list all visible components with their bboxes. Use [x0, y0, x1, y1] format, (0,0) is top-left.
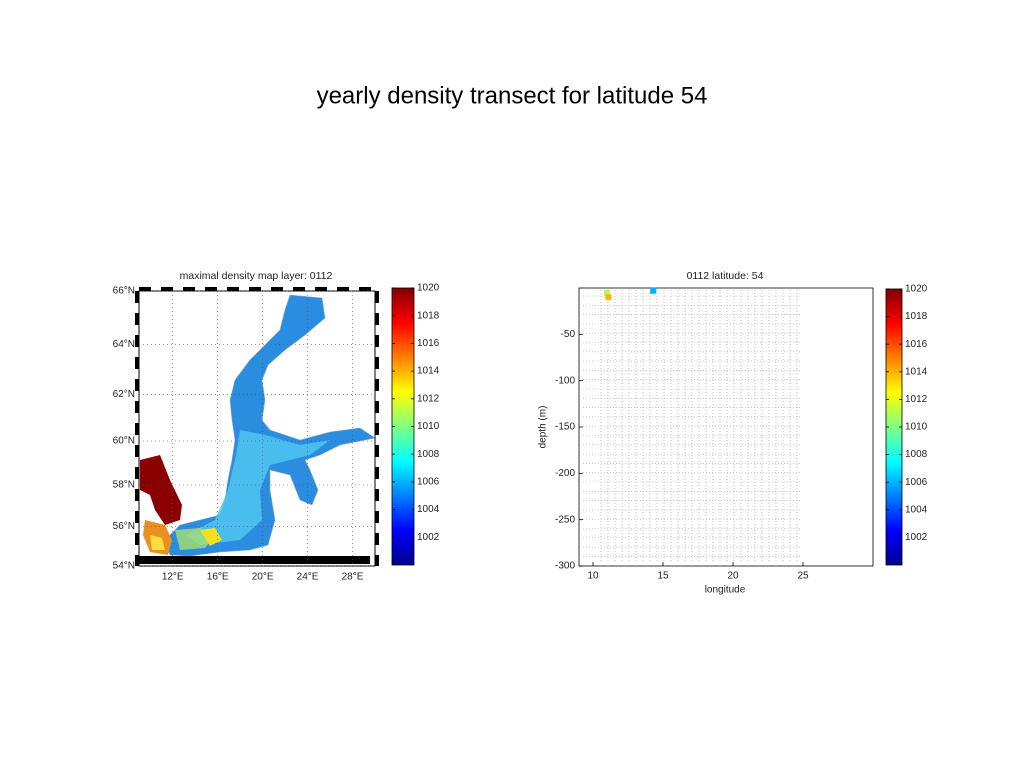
colorbar-tick-label: 1006	[417, 477, 440, 488]
colorbar-tick-label: 1014	[905, 366, 928, 377]
colorbar-tick-label: 1012	[417, 393, 440, 404]
transect-grid	[583, 290, 800, 562]
colorbar-tick-label: 1016	[905, 339, 928, 350]
plot-frame	[578, 287, 874, 567]
colorbar-tick-label: 1018	[417, 310, 440, 321]
y-axis-label: depth (m)	[538, 406, 549, 449]
y-tick-label: -150	[555, 422, 575, 433]
map-title: maximal density map layer: 0112	[180, 270, 333, 282]
colorbar-tick-label: 1018	[905, 311, 928, 322]
y-tick-label: -300	[555, 561, 575, 572]
y-tick-label: -100	[555, 375, 575, 386]
colorbar-tick-label: 1016	[417, 338, 440, 349]
lat-tick-label: 54°N	[113, 561, 135, 572]
x-tick-label: 20	[727, 571, 739, 582]
lon-tick-label: 20°E	[252, 572, 274, 583]
colorbar-tick-label: 1010	[417, 421, 440, 432]
x-tick-label: 10	[587, 571, 599, 582]
colorbar-tick-label: 1008	[417, 449, 440, 460]
y-tick-label: -250	[555, 514, 575, 525]
lon-tick-label: 24°E	[297, 572, 319, 583]
map-colorbar	[391, 287, 415, 566]
colorbar-tick-label: 1010	[905, 422, 928, 433]
y-tick-label: -50	[561, 329, 576, 340]
colorbar-tick-label: 1020	[417, 283, 440, 294]
x-axis-label: longitude	[705, 585, 746, 596]
lon-tick-label: 28°E	[342, 572, 364, 583]
colorbar-tick-label: 1014	[417, 366, 440, 377]
colorbar-tick-label: 1006	[905, 477, 928, 488]
x-tick-label: 25	[797, 571, 809, 582]
chart-title: 0112 latitude: 54	[687, 270, 764, 282]
lat-tick-label: 64°N	[113, 339, 135, 350]
page-title: yearly density transect for latitude 54	[317, 82, 708, 109]
colorbar-tick-label: 1008	[905, 449, 928, 460]
colorbar-tick-label: 1004	[905, 504, 928, 515]
lat-tick-label: 58°N	[113, 480, 135, 491]
lat-tick-label: 56°N	[113, 521, 135, 532]
density-cell	[650, 287, 657, 294]
lon-tick-label: 12°E	[162, 572, 184, 583]
y-tick-label: -200	[555, 468, 575, 479]
colorbar-tick-label: 1020	[905, 284, 928, 295]
colorbar-tick-label: 1002	[417, 532, 440, 543]
lat-tick-label: 62°N	[113, 389, 135, 400]
x-tick-label: 15	[657, 571, 669, 582]
colorbar-tick-label: 1012	[905, 394, 928, 405]
colorbar-tick-label: 1004	[417, 504, 440, 515]
lat-tick-label: 60°N	[113, 436, 135, 447]
density-cell	[604, 289, 610, 296]
map-area	[135, 287, 379, 567]
lon-tick-label: 16°E	[207, 572, 229, 583]
colorbar-tick-label: 1002	[905, 532, 928, 543]
lat-tick-label: 66°N	[113, 286, 135, 297]
density-cell	[605, 294, 612, 301]
